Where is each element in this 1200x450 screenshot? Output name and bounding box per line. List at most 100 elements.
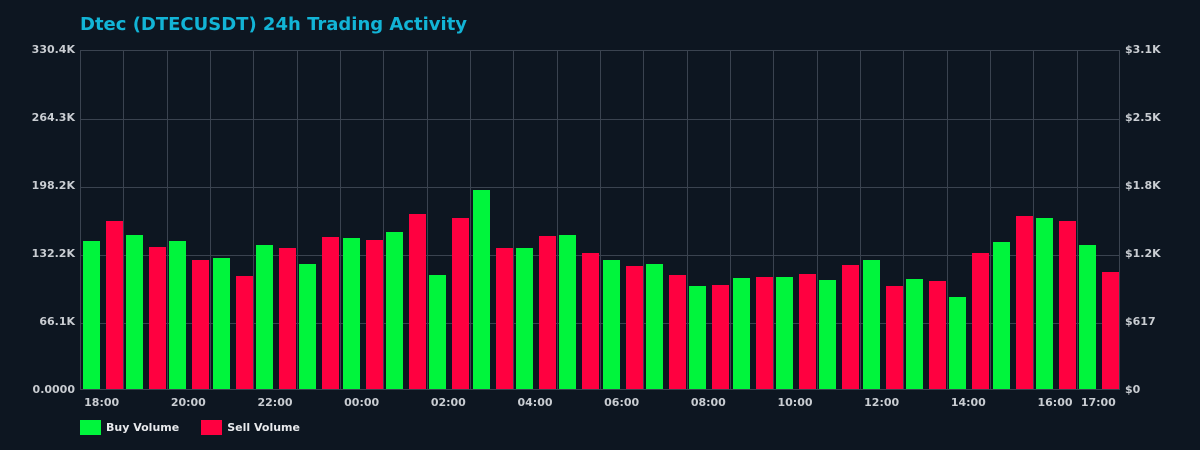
sell-volume-bar[interactable] xyxy=(235,276,253,389)
buy-volume-bar[interactable] xyxy=(862,260,880,389)
y-tick-label-right: $617 xyxy=(1125,315,1156,328)
v-gridline xyxy=(470,51,471,389)
v-gridline xyxy=(556,51,558,389)
v-gridline xyxy=(426,51,428,389)
sell-volume-bar[interactable] xyxy=(582,253,600,389)
buy-volume-bar[interactable] xyxy=(689,286,707,389)
legend: Buy Volume Sell Volume xyxy=(80,420,322,435)
v-gridline xyxy=(990,51,991,389)
buy-volume-bar[interactable] xyxy=(256,245,273,389)
buy-volume-bar[interactable] xyxy=(992,242,1010,389)
buy-volume-bar[interactable] xyxy=(646,264,663,389)
buy-volume-bar[interactable] xyxy=(342,238,360,389)
buy-volume-bar[interactable] xyxy=(299,264,317,389)
buy-volume-bar[interactable] xyxy=(212,258,230,389)
x-tick-label: 22:00 xyxy=(257,396,293,409)
v-gridline xyxy=(210,51,211,389)
x-tick-label: 02:00 xyxy=(430,396,466,409)
buy-volume-bar[interactable] xyxy=(732,278,750,389)
buy-volume-bar[interactable] xyxy=(776,277,793,389)
buy-volume-bar[interactable] xyxy=(602,260,620,389)
sell-volume-bar[interactable] xyxy=(279,248,296,389)
y-tick-label-right: $1.2K xyxy=(1125,247,1161,260)
sell-volume-bar[interactable] xyxy=(105,220,123,389)
v-gridline xyxy=(340,51,341,389)
v-gridline xyxy=(860,51,861,389)
sell-volume-bar[interactable] xyxy=(539,236,556,389)
sell-volume-bar[interactable] xyxy=(799,274,816,389)
sell-volume-bar[interactable] xyxy=(365,240,383,389)
y-tick-label-right: $3.1K xyxy=(1125,43,1161,56)
buy-volume-bar[interactable] xyxy=(949,297,967,389)
x-tick-label: 04:00 xyxy=(517,396,553,409)
sell-volume-bar[interactable] xyxy=(149,247,166,389)
x-tick-label: 06:00 xyxy=(604,396,640,409)
v-gridline xyxy=(816,51,818,389)
y-tick-label-left: 66.1K xyxy=(39,315,75,328)
sell-swatch-icon xyxy=(201,420,223,435)
sell-volume-bar[interactable] xyxy=(409,214,426,389)
y-tick-label-left: 330.4K xyxy=(31,43,75,56)
v-gridline xyxy=(730,51,731,389)
buy-volume-bar[interactable] xyxy=(819,280,837,389)
sell-volume-bar[interactable] xyxy=(452,217,470,389)
legend-item-buy[interactable]: Buy Volume xyxy=(80,420,179,435)
v-gridline xyxy=(1076,51,1078,389)
buy-volume-bar[interactable] xyxy=(1079,245,1097,389)
sell-volume-bar[interactable] xyxy=(885,286,903,389)
sell-volume-bar[interactable] xyxy=(1102,272,1120,389)
v-gridline xyxy=(166,51,168,389)
legend-label-sell: Sell Volume xyxy=(227,421,300,434)
x-tick-label: 16:00 xyxy=(1037,396,1073,409)
y-tick-label-left: 198.2K xyxy=(31,179,75,192)
plot-area xyxy=(80,50,1120,390)
v-gridline xyxy=(946,51,948,389)
x-tick-label: 10:00 xyxy=(777,396,813,409)
v-gridline xyxy=(253,51,255,389)
buy-volume-bar[interactable] xyxy=(559,235,577,389)
buy-volume-bar[interactable] xyxy=(386,232,403,389)
sell-volume-bar[interactable] xyxy=(1059,221,1076,389)
buy-volume-bar[interactable] xyxy=(472,189,490,389)
y-tick-label-left: 132.2K xyxy=(31,247,75,260)
sell-volume-bar[interactable] xyxy=(972,253,990,389)
v-gridline xyxy=(123,51,125,389)
buy-swatch-icon xyxy=(80,420,101,435)
v-gridline xyxy=(296,51,298,389)
y-tick-label-right: $2.5K xyxy=(1125,111,1161,124)
sell-volume-bar[interactable] xyxy=(842,265,860,389)
v-gridline xyxy=(513,51,515,389)
sell-volume-bar[interactable] xyxy=(712,285,730,389)
y-tick-label-left: 0.0000 xyxy=(32,383,75,396)
v-gridline xyxy=(686,51,688,389)
sell-volume-bar[interactable] xyxy=(755,277,773,389)
sell-volume-bar[interactable] xyxy=(192,260,210,389)
buy-volume-bar[interactable] xyxy=(516,248,533,389)
buy-volume-bar[interactable] xyxy=(82,241,100,389)
buy-volume-bar[interactable] xyxy=(429,275,447,389)
x-tick-label: 14:00 xyxy=(950,396,986,409)
buy-volume-bar[interactable] xyxy=(126,235,143,389)
chart-title: Dtec (DTECUSDT) 24h Trading Activity xyxy=(80,14,468,35)
sell-volume-bar[interactable] xyxy=(322,237,340,389)
v-gridline xyxy=(903,51,905,389)
x-tick-label: 08:00 xyxy=(690,396,726,409)
buy-volume-bar[interactable] xyxy=(169,241,187,389)
sell-volume-bar[interactable] xyxy=(669,275,686,389)
legend-item-sell[interactable]: Sell Volume xyxy=(201,420,300,435)
x-tick-label: 18:00 xyxy=(84,396,120,409)
buy-volume-bar[interactable] xyxy=(1036,218,1053,389)
sell-volume-bar[interactable] xyxy=(929,281,946,389)
x-tick-label: 17:00 xyxy=(1080,396,1116,409)
y-tick-label-right: $0 xyxy=(1125,383,1141,396)
legend-label-buy: Buy Volume xyxy=(106,421,180,434)
v-gridline xyxy=(600,51,601,389)
sell-volume-bar[interactable] xyxy=(625,266,643,389)
y-tick-label-right: $1.8K xyxy=(1125,179,1161,192)
v-gridline xyxy=(1033,51,1035,389)
sell-volume-bar[interactable] xyxy=(1015,215,1033,389)
sell-volume-bar[interactable] xyxy=(495,248,513,389)
buy-volume-bar[interactable] xyxy=(906,279,923,389)
v-gridline xyxy=(383,51,385,389)
v-gridline xyxy=(643,51,645,389)
